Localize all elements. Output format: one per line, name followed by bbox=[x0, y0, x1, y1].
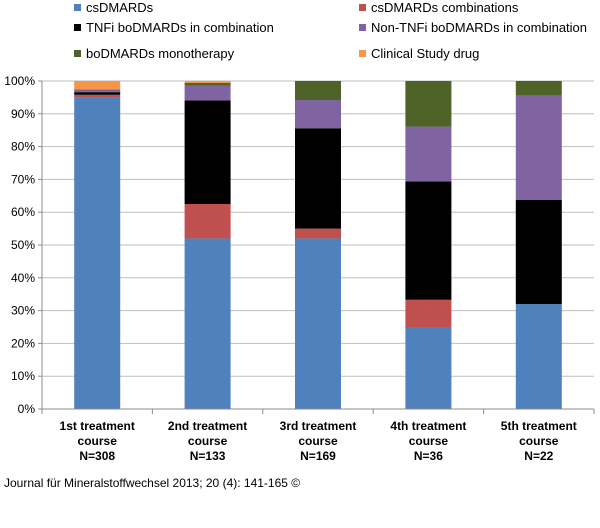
bars bbox=[74, 81, 562, 410]
y-tick-label-70: 70% bbox=[11, 172, 35, 186]
legend-swatch-bodmards-monotherapy bbox=[74, 50, 81, 57]
category-label-2-line-3: N=133 bbox=[190, 449, 226, 463]
legend-label-bodmards-monotherapy: boDMARDs monotherapy bbox=[86, 46, 235, 61]
bar-segment-bodmards-monotherapy-4 bbox=[405, 81, 452, 127]
y-tick-label-80: 80% bbox=[11, 140, 35, 154]
bar-segment-bodmards-monotherapy-5 bbox=[515, 81, 562, 96]
legend-label-csdmards-combinations: csDMARDs combinations bbox=[371, 0, 519, 15]
bar-segment-non-tnfi-bodmards-in-combination-2 bbox=[184, 85, 231, 101]
legend-swatch-csdmards bbox=[74, 4, 81, 11]
legend-swatch-non-tnfi-bodmards-in-combination bbox=[359, 24, 366, 31]
legend-label-tnfi-bodmards-in-combination: TNFi boDMARDs in combination bbox=[86, 20, 274, 35]
category-label-1-line-1: 1st treatment bbox=[60, 419, 135, 433]
category-label-4-line-1: 4th treatment bbox=[390, 419, 466, 433]
category-label-3-line-1: 3rd treatment bbox=[280, 419, 357, 433]
bar-segment-csdmards-2 bbox=[184, 238, 231, 409]
category-label-2-line-1: 2nd treatment bbox=[168, 419, 247, 433]
stacked-bar-chart: csDMARDs csDMARDs combinations TNFi boDMAR… bbox=[4, 0, 595, 463]
category-label-4-line-3: N=36 bbox=[414, 449, 443, 463]
category-label-1-line-3: N=308 bbox=[79, 449, 115, 463]
legend-swatch-csdmards-combinations bbox=[359, 4, 366, 11]
bar-segment-bodmards-monotherapy-3 bbox=[295, 81, 341, 101]
bar-segment-csdmards-5 bbox=[515, 304, 562, 409]
bar-segment-clinical-study-drug-1 bbox=[74, 81, 121, 90]
category-label-1-line-2: course bbox=[78, 434, 118, 448]
legend-label-non-tnfi-bodmards-in-combination: Non-TNFi boDMARDs in combination bbox=[371, 20, 587, 35]
y-tick-label-30: 30% bbox=[11, 304, 35, 318]
category-label-5-line-3: N=22 bbox=[524, 449, 553, 463]
legend-label-csdmards: csDMARDs bbox=[86, 0, 154, 15]
bar-segment-tnfi-bodmards-in-combination-1 bbox=[74, 92, 121, 95]
category-label-5-line-1: 5th treatment bbox=[501, 419, 577, 433]
citation-text: Journal für Mineralstoffwechsel 2013; 20… bbox=[4, 476, 301, 490]
bar-segment-csdmards-combinations-2 bbox=[184, 204, 231, 239]
bar-segment-clinical-study-drug-2 bbox=[184, 81, 231, 83]
category-label-3-line-2: course bbox=[298, 434, 338, 448]
bar-segment-non-tnfi-bodmards-in-combination-5 bbox=[515, 95, 562, 200]
bar-segment-non-tnfi-bodmards-in-combination-4 bbox=[405, 126, 452, 182]
y-tick-label-20: 20% bbox=[11, 336, 35, 350]
bar-segment-tnfi-bodmards-in-combination-3 bbox=[295, 128, 341, 229]
y-tick-label-10: 10% bbox=[11, 369, 35, 383]
bar-segment-bodmards-monotherapy-2 bbox=[184, 82, 231, 86]
category-label-4-line-2: course bbox=[409, 434, 449, 448]
category-label-5-line-2: course bbox=[519, 434, 559, 448]
legend-swatch-tnfi-bodmards-in-combination bbox=[74, 24, 81, 31]
bar-segment-tnfi-bodmards-in-combination-5 bbox=[515, 199, 562, 305]
y-tick-label-50: 50% bbox=[11, 238, 35, 252]
legend: csDMARDs csDMARDs combinations TNFi boDMAR… bbox=[74, 0, 587, 61]
bar-segment-tnfi-bodmards-in-combination-4 bbox=[405, 181, 452, 300]
category-label-3-line-3: N=169 bbox=[300, 449, 336, 463]
bar-segment-csdmards-combinations-1 bbox=[74, 94, 121, 98]
y-tick-label-0: 0% bbox=[18, 402, 36, 416]
bar-segment-csdmards-4 bbox=[405, 327, 452, 409]
y-tick-label-60: 60% bbox=[11, 205, 35, 219]
bar-segment-tnfi-bodmards-in-combination-2 bbox=[184, 100, 231, 204]
y-tick-label-40: 40% bbox=[11, 271, 35, 285]
bar-segment-csdmards-combinations-3 bbox=[295, 228, 341, 239]
bar-segment-csdmards-combinations-4 bbox=[405, 299, 452, 327]
y-tick-label-90: 90% bbox=[11, 107, 35, 121]
bar-segment-non-tnfi-bodmards-in-combination-3 bbox=[295, 100, 341, 129]
bar-segment-csdmards-3 bbox=[295, 238, 341, 409]
y-axis: 0% 10% 20% 30% 40% 50% 60% 70% 80% 90% 100% bbox=[4, 74, 43, 416]
bar-segment-csdmards-1 bbox=[74, 97, 121, 410]
legend-label-clinical-study-drug: Clinical Study drug bbox=[371, 46, 479, 61]
legend-swatch-clinical-study-drug bbox=[359, 50, 366, 57]
bar-segment-non-tnfi-bodmards-in-combination-1 bbox=[74, 89, 121, 93]
category-label-2-line-2: course bbox=[188, 434, 228, 448]
y-tick-label-100: 100% bbox=[4, 74, 35, 88]
